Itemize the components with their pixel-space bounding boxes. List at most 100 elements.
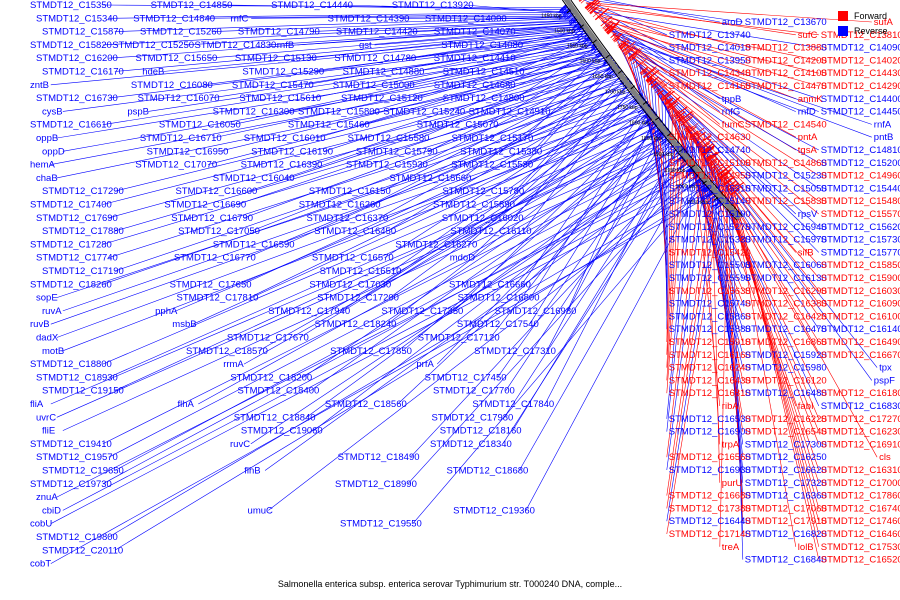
reverse-gene-label: STMDT12_C16040 [213,173,295,184]
reverse-gene-label: STMDT12_C15890 [433,200,515,211]
reverse-gene-label: STMDT12_C14780 [334,53,416,64]
forward-gene-label: STMDT12_C17060 [745,503,827,514]
reverse-gene-label: pspF [874,375,895,386]
reverse-gene-label: STMDT12_C16530 [669,414,751,425]
reverse-gene-label: STMDT12_C18930 [36,372,118,383]
reverse-gene-label: STMDT12_C14080 [441,40,523,51]
reverse-gene-label: STMDT12_C15500 [669,260,751,271]
forward-gene [579,0,583,3]
connector-line [102,166,694,485]
reverse-gene-label: STMDT12_C18560 [325,399,407,410]
connector-line [102,152,684,445]
reverse-gene-label: STMDT12_C16250 [745,452,827,463]
reverse-gene-label: STMDT12_C15980 [745,363,827,374]
reverse-gene-label: STMDT12_C15170 [451,133,533,144]
reverse-gene-label: STMDT12_C19550 [340,519,422,530]
reverse-gene-label: STMDT12_C14510 [443,67,525,78]
connector-line [310,136,672,391]
reverse-gene-label: STMDT12_C17120 [418,333,500,344]
connector-line [587,0,743,23]
connector-line [108,184,707,538]
backbone-ring-inner [561,0,738,221]
connector-line [609,29,796,112]
reverse-gene-label: STMDT12_C14440 [271,0,353,11]
connector-line [267,24,581,46]
forward-gene-label: fabI [798,401,814,412]
forward-gene [720,175,729,182]
forward-gene-label: STMDT12_C14100 [745,68,827,79]
forward-gene [677,111,693,123]
connector-line [316,54,607,139]
forward-gene [655,81,670,93]
connector-line [616,38,872,125]
reverse-gene-label: oppB [36,133,58,144]
reverse-gene [562,8,571,16]
forward-gene-label: lolB [798,542,814,553]
connector-line [639,65,797,215]
forward-gene [651,82,659,89]
reverse-gene-label: mdoD [450,253,475,264]
connector-line [62,175,701,511]
reverse-gene-label: STMDT12_C16270 [395,239,477,250]
forward-gene [620,42,630,50]
connector-line [436,129,667,365]
forward-gene-label: STMDT12_C16180 [821,388,900,399]
connector-line [386,84,632,232]
legend-reverse-label: Reverse [854,25,888,36]
forward-gene-label: pntA [798,132,818,143]
forward-gene [645,69,660,82]
connector-line [685,125,878,368]
reverse-gene [700,184,710,192]
reverse-gene-label: STMDT12_C16800 [458,293,540,304]
forward-gene [693,137,701,144]
connector-line [389,107,650,298]
reverse-gene-label: STMDT12_C18800 [30,359,112,370]
connector-line [210,39,594,99]
reverse-gene-label: STMDT12_C17980 [431,412,513,423]
forward-gene [629,50,642,61]
forward-gene [723,177,733,185]
forward-gene [672,109,681,116]
connector-line [639,66,668,227]
reverse-gene-label: STMDT12_C15140 [669,196,751,207]
connector-line [601,20,819,74]
connector-line [585,2,872,23]
reverse-gene-label: tpx [879,363,892,374]
connector-line [666,122,684,381]
forward-gene [666,96,681,108]
forward-gene [617,37,629,47]
connector-line [102,85,632,245]
forward-gene-label: STMDT12_C14020 [821,55,900,66]
forward-gene [640,67,649,75]
reverse-gene-label: STMDT12_C16130 [745,273,827,284]
reverse-gene-label: tppB [722,94,742,105]
reverse-gene [710,200,721,209]
reverse-gene-label: STMDT12_C17850 [330,346,412,357]
connector-line [505,138,674,391]
reverse-gene-label: STMDT12_C17200 [317,293,399,304]
connector-line [56,170,698,498]
forward-gene-label: ribA [722,401,740,412]
forward-gene [695,135,711,147]
forward-gene-label: STMDT12_C14290 [821,81,900,92]
forward-gene [730,188,740,196]
reverse-gene-label: pphA [155,306,178,317]
tick-label: 2050 kbp [688,200,709,206]
connector-line [612,34,743,125]
reverse-gene-label: STMDT12_C14850 [151,0,233,11]
connector-line [219,56,609,152]
forward-gene [686,126,697,135]
reverse-gene-label: STMDT12_C15970 [745,235,827,246]
tick-label: 1450 kbp [541,14,562,20]
reverse-gene-label: STMDT12_C18570 [186,346,268,357]
reverse-gene-label: uvrC [36,412,56,423]
forward-gene-label: STMDT12_C16160 [669,350,751,361]
forward-gene-label: sufC [798,30,818,41]
forward-gene [646,77,653,83]
forward-gene [643,69,655,79]
forward-gene [692,131,707,142]
forward-gene-label: STMDT12_C17270 [821,414,900,425]
forward-gene [600,16,613,27]
connector-line [108,76,625,219]
